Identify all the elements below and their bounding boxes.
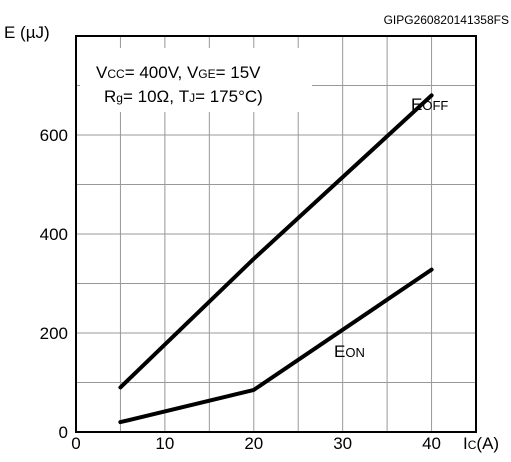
vge-symbol: V xyxy=(187,63,199,82)
x-tick-label: 20 xyxy=(244,434,263,453)
eon-symbol: E xyxy=(334,342,345,361)
vcc-subscript: CC xyxy=(107,67,125,81)
x-axis-subscript: C xyxy=(468,438,477,452)
x-tick-label: 0 xyxy=(71,434,80,453)
y-tick-labels: 0 200 400 600 xyxy=(40,126,68,442)
series-line-eon xyxy=(118,267,434,425)
tj-subscript: J xyxy=(189,91,195,105)
rg-value: = 10Ω, xyxy=(123,87,179,106)
rg-subscript: g xyxy=(116,91,123,105)
y-axis-label: E (µJ) xyxy=(4,23,50,42)
y-tick-label: 400 xyxy=(40,225,68,244)
x-axis-label: IC(A) xyxy=(463,434,499,453)
x-tick-label: 40 xyxy=(422,434,441,453)
vge-subscript: GE xyxy=(198,67,215,81)
series-line-eoff xyxy=(118,93,434,390)
x-tick-label: 10 xyxy=(155,434,174,453)
grid xyxy=(76,36,476,432)
x-axis-symbol: I xyxy=(463,434,468,453)
y-tick-label: 600 xyxy=(40,126,68,145)
x-tick-labels: 0 10 20 30 40 xyxy=(71,434,441,453)
series-label-eoff: EOFF xyxy=(411,95,448,114)
y-tick-label: 200 xyxy=(40,324,68,343)
eoff-symbol: E xyxy=(411,95,422,114)
eon-subscript: ON xyxy=(345,345,365,360)
figure-code: GIPG260820141358FS xyxy=(384,13,509,27)
vcc-symbol: V xyxy=(96,63,108,82)
rg-symbol: R xyxy=(104,87,116,106)
conditions-line-1: VCC= 400V, VGE= 15V xyxy=(96,63,261,82)
x-tick-label: 30 xyxy=(333,434,352,453)
plot-frame xyxy=(75,35,477,433)
eoff-subscript: OFF xyxy=(422,98,448,113)
vge-value: = 15V xyxy=(216,63,262,82)
tj-symbol: T xyxy=(179,87,189,106)
x-axis-unit: (A) xyxy=(476,434,499,453)
y-tick-label: 0 xyxy=(59,423,68,442)
series-label-eon: EON xyxy=(334,342,365,361)
conditions-line-2: Rg= 10Ω, TJ= 175°C) xyxy=(104,87,263,106)
tj-value: = 175°C) xyxy=(195,87,263,106)
series-lines xyxy=(118,93,434,425)
conditions-box xyxy=(80,48,312,112)
vcc-value: = 400V, xyxy=(125,63,187,82)
